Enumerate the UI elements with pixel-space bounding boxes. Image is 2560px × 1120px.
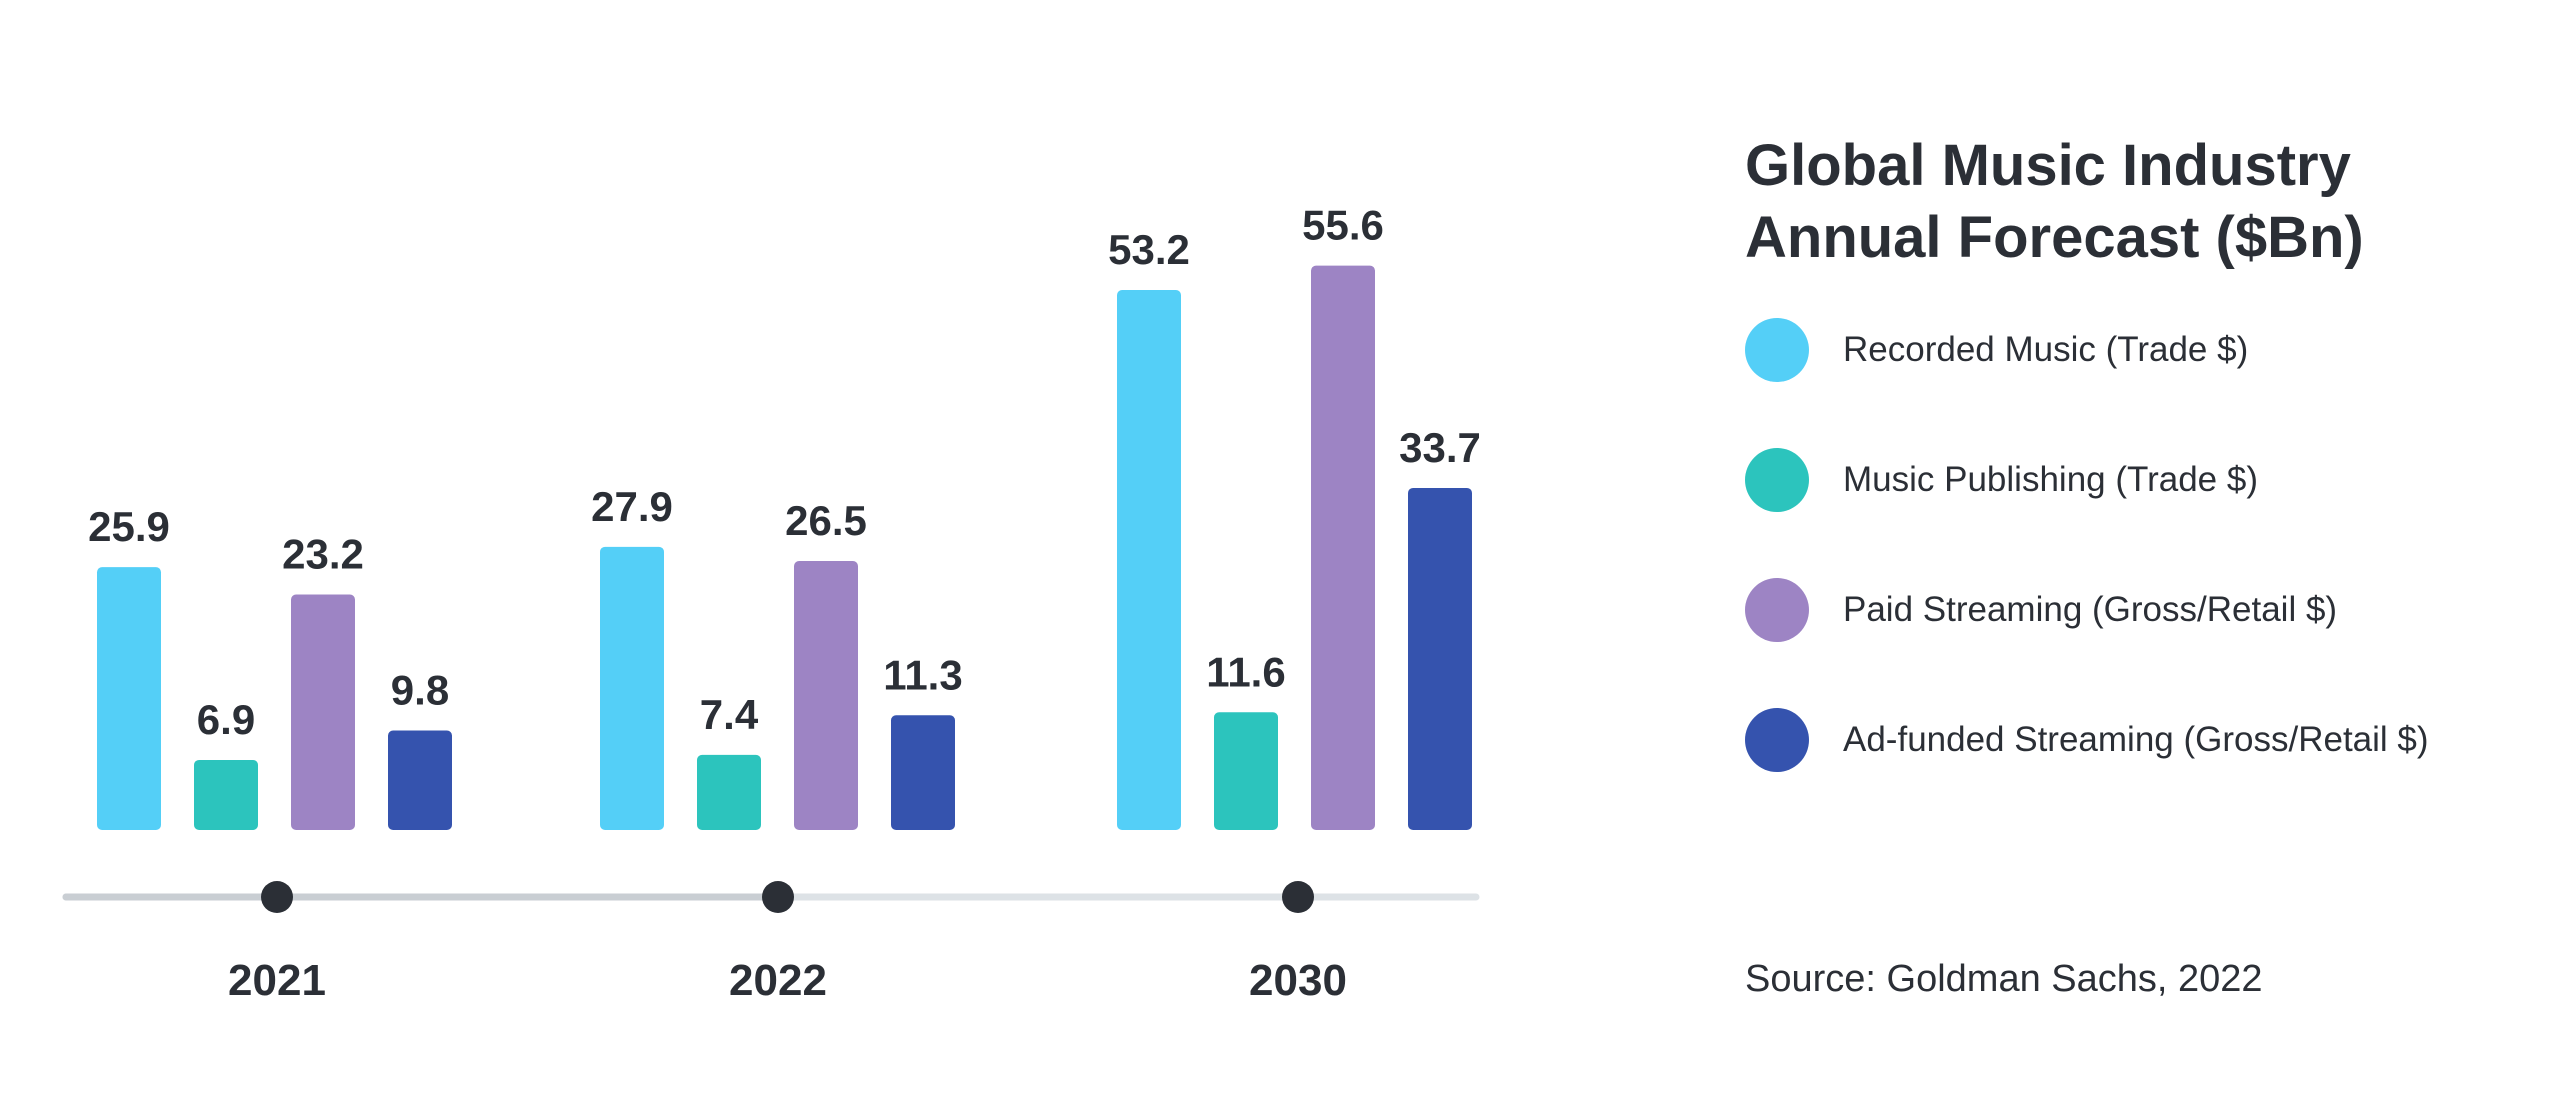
legend-label: Recorded Music (Trade $) [1843,330,2249,369]
bar-2030-series-3 [1311,265,1375,830]
data-label-2021-series-2: 6.9 [197,696,255,743]
bar-2022-series-1 [600,546,664,830]
data-label-2022-series-4: 11.3 [883,651,962,698]
bar-2022-series-3 [794,561,858,830]
bar-chart-plot: 25.9 6.9 23.2 9.8 2021 27.9 7.4 26.5 11.3 2022 53.… [62,202,1481,1005]
timeline-dot-2022 [762,881,794,913]
bar-2022-series-2 [697,754,761,830]
legend-item-series-4: Ad-funded Streaming (Gross/Retail $) [1745,708,2525,772]
data-label-2030-series-2: 11.6 [1206,648,1285,695]
timeline-dot-2030 [1282,881,1314,913]
legend-swatch-circle-icon [1745,448,1809,512]
legend-item-series-2: Music Publishing (Trade $) [1745,448,2525,512]
legend-item-series-3: Paid Streaming (Gross/Retail $) [1745,578,2525,642]
x-tick-label-2030: 2030 [1249,956,1347,1005]
data-label-2030-series-3: 55.6 [1302,202,1384,249]
bar-2030-series-2 [1214,712,1278,830]
data-label-2021-series-1: 25.9 [88,503,170,550]
legend-label: Ad-funded Streaming (Gross/Retail $) [1843,720,2429,759]
bar-2022-series-4 [891,715,955,830]
bar-2021-series-1 [97,567,161,830]
data-label-2022-series-2: 7.4 [700,691,759,738]
bar-2021-series-4 [388,730,452,830]
bar-2021-series-3 [291,594,355,830]
legend-item-series-1: Recorded Music (Trade $) [1745,318,2525,382]
timeline-dot-2021 [261,881,293,913]
data-label-2021-series-3: 23.2 [282,531,364,578]
legend-swatch-circle-icon [1745,708,1809,772]
legend-label: Paid Streaming (Gross/Retail $) [1843,590,2338,629]
bar-2030-series-4 [1408,487,1472,830]
legend-swatch-circle-icon [1745,578,1809,642]
x-tick-label-2022: 2022 [729,956,827,1005]
data-label-2021-series-4: 9.8 [391,667,449,714]
legend-swatch-circle-icon [1745,318,1809,382]
legend-label: Music Publishing (Trade $) [1843,460,2258,499]
chart-side-panel: Global Music Industry Annual Forecast ($… [1745,130,2525,838]
source-note: Source: Goldman Sachs, 2022 [1745,958,2263,1000]
chart-legend: Recorded Music (Trade $) Music Publishing… [1745,318,2525,838]
chart-title: Global Music Industry Annual Forecast ($… [1745,133,2364,270]
bar-2021-series-2 [194,759,258,830]
data-label-2030-series-4: 33.7 [1399,424,1481,471]
data-label-2022-series-1: 27.9 [591,483,673,530]
x-tick-label-2021: 2021 [228,956,326,1005]
bar-2030-series-1 [1117,290,1181,830]
data-label-2030-series-1: 53.2 [1108,226,1190,273]
data-label-2022-series-3: 26.5 [785,497,867,544]
